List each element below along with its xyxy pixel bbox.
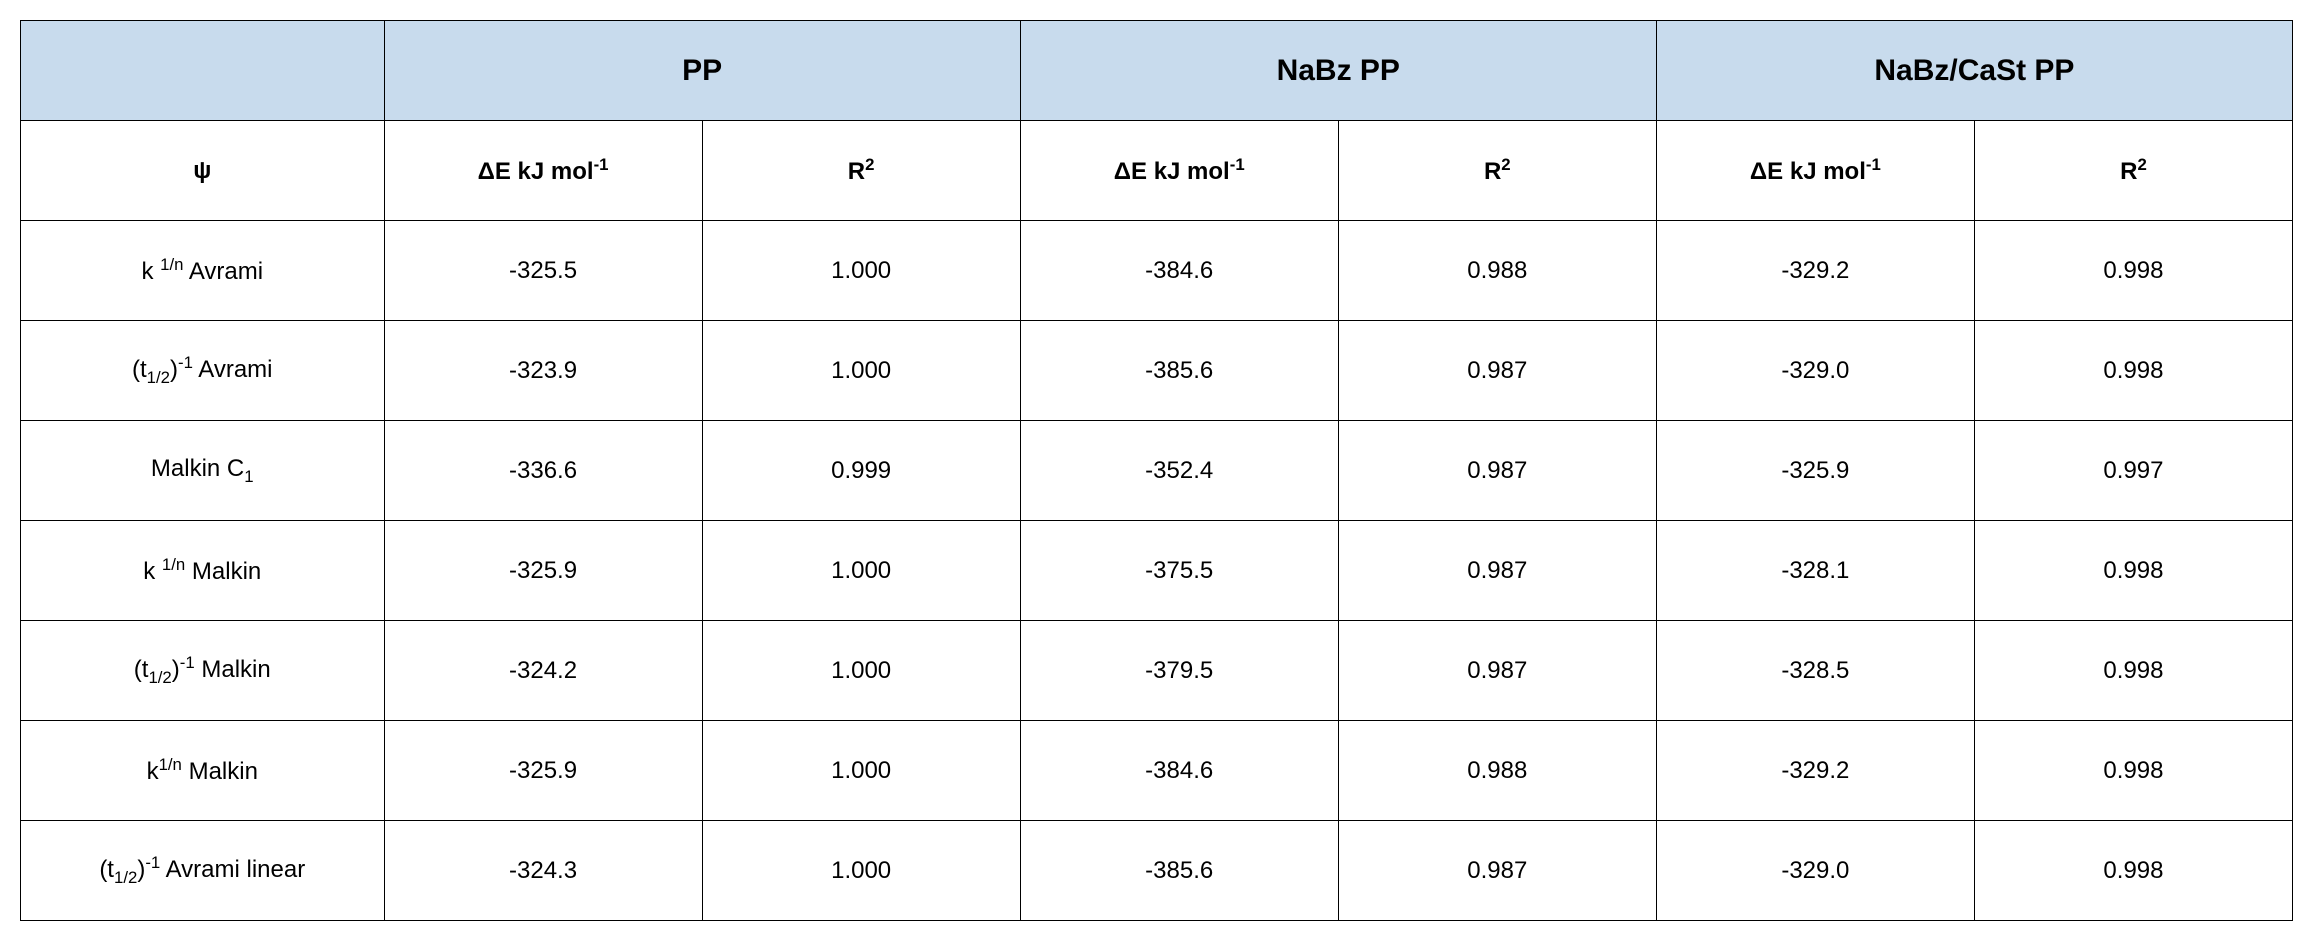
subheader-psi: ψ	[21, 121, 385, 221]
row-label: Malkin C1	[21, 421, 385, 521]
header-group-pp: PP	[384, 21, 1020, 121]
row-label: k 1/n Avrami	[21, 221, 385, 321]
table-row: (t1/2)-1 Avrami-323.91.000-385.60.987-32…	[21, 321, 2293, 421]
cell-nabz-de: -385.6	[1020, 821, 1338, 921]
header-blank	[21, 21, 385, 121]
cell-pp-de: -324.3	[384, 821, 702, 921]
cell-nabz-r2: 0.987	[1338, 321, 1656, 421]
cell-pp-de: -325.9	[384, 721, 702, 821]
cell-nabzcast-de: -329.2	[1656, 221, 1974, 321]
cell-nabzcast-de: -329.2	[1656, 721, 1974, 821]
subheader-nabzcast-r2: R2	[1974, 121, 2292, 221]
cell-nabzcast-r2: 0.998	[1974, 521, 2292, 621]
cell-nabz-r2: 0.987	[1338, 821, 1656, 921]
cell-pp-de: -336.6	[384, 421, 702, 521]
table-row: (t1/2)-1 Malkin-324.21.000-379.50.987-32…	[21, 621, 2293, 721]
subheader-pp-r2: R2	[702, 121, 1020, 221]
table-row: (t1/2)-1 Avrami linear-324.31.000-385.60…	[21, 821, 2293, 921]
cell-nabzcast-de: -325.9	[1656, 421, 1974, 521]
cell-nabz-de: -384.6	[1020, 221, 1338, 321]
row-label: (t1/2)-1 Avrami	[21, 321, 385, 421]
cell-nabzcast-r2: 0.998	[1974, 221, 2292, 321]
cell-nabzcast-r2: 0.998	[1974, 321, 2292, 421]
table-row: k 1/n Avrami-325.51.000-384.60.988-329.2…	[21, 221, 2293, 321]
row-label: (t1/2)-1 Avrami linear	[21, 821, 385, 921]
cell-nabz-r2: 0.987	[1338, 521, 1656, 621]
cell-nabzcast-de: -329.0	[1656, 821, 1974, 921]
cell-nabz-de: -375.5	[1020, 521, 1338, 621]
cell-pp-r2: 1.000	[702, 521, 1020, 621]
row-label: k 1/n Malkin	[21, 521, 385, 621]
row-label: (t1/2)-1 Malkin	[21, 621, 385, 721]
cell-pp-r2: 0.999	[702, 421, 1020, 521]
cell-nabz-r2: 0.988	[1338, 721, 1656, 821]
cell-pp-r2: 1.000	[702, 221, 1020, 321]
subheader-nabz-r2: R2	[1338, 121, 1656, 221]
data-table: PP NaBz PP NaBz/CaSt PP ψ ΔE kJ mol-1 R2…	[20, 20, 2293, 921]
cell-pp-r2: 1.000	[702, 621, 1020, 721]
cell-nabz-de: -379.5	[1020, 621, 1338, 721]
subheader-nabz-de: ΔE kJ mol-1	[1020, 121, 1338, 221]
cell-pp-de: -325.9	[384, 521, 702, 621]
cell-pp-r2: 1.000	[702, 821, 1020, 921]
cell-nabzcast-de: -328.1	[1656, 521, 1974, 621]
cell-pp-de: -324.2	[384, 621, 702, 721]
cell-nabzcast-r2: 0.998	[1974, 621, 2292, 721]
cell-nabz-r2: 0.987	[1338, 421, 1656, 521]
cell-pp-r2: 1.000	[702, 321, 1020, 421]
cell-nabzcast-de: -329.0	[1656, 321, 1974, 421]
subheader-pp-de: ΔE kJ mol-1	[384, 121, 702, 221]
cell-nabz-r2: 0.988	[1338, 221, 1656, 321]
row-label: k1/n Malkin	[21, 721, 385, 821]
header-group-nabz: NaBz PP	[1020, 21, 1656, 121]
cell-nabz-r2: 0.987	[1338, 621, 1656, 721]
cell-pp-r2: 1.000	[702, 721, 1020, 821]
table-body: k 1/n Avrami-325.51.000-384.60.988-329.2…	[21, 221, 2293, 921]
cell-nabz-de: -385.6	[1020, 321, 1338, 421]
cell-nabzcast-r2: 0.998	[1974, 721, 2292, 821]
cell-nabzcast-r2: 0.998	[1974, 821, 2292, 921]
table-row: Malkin C1-336.60.999-352.40.987-325.90.9…	[21, 421, 2293, 521]
cell-pp-de: -325.5	[384, 221, 702, 321]
table-row: k1/n Malkin-325.91.000-384.60.988-329.20…	[21, 721, 2293, 821]
subheader-nabzcast-de: ΔE kJ mol-1	[1656, 121, 1974, 221]
cell-nabz-de: -352.4	[1020, 421, 1338, 521]
subheader-row: ψ ΔE kJ mol-1 R2 ΔE kJ mol-1 R2 ΔE kJ mo…	[21, 121, 2293, 221]
header-group-nabzcast: NaBz/CaSt PP	[1656, 21, 2292, 121]
cell-nabz-de: -384.6	[1020, 721, 1338, 821]
cell-nabzcast-de: -328.5	[1656, 621, 1974, 721]
header-group-row: PP NaBz PP NaBz/CaSt PP	[21, 21, 2293, 121]
table-row: k 1/n Malkin-325.91.000-375.50.987-328.1…	[21, 521, 2293, 621]
cell-nabzcast-r2: 0.997	[1974, 421, 2292, 521]
cell-pp-de: -323.9	[384, 321, 702, 421]
